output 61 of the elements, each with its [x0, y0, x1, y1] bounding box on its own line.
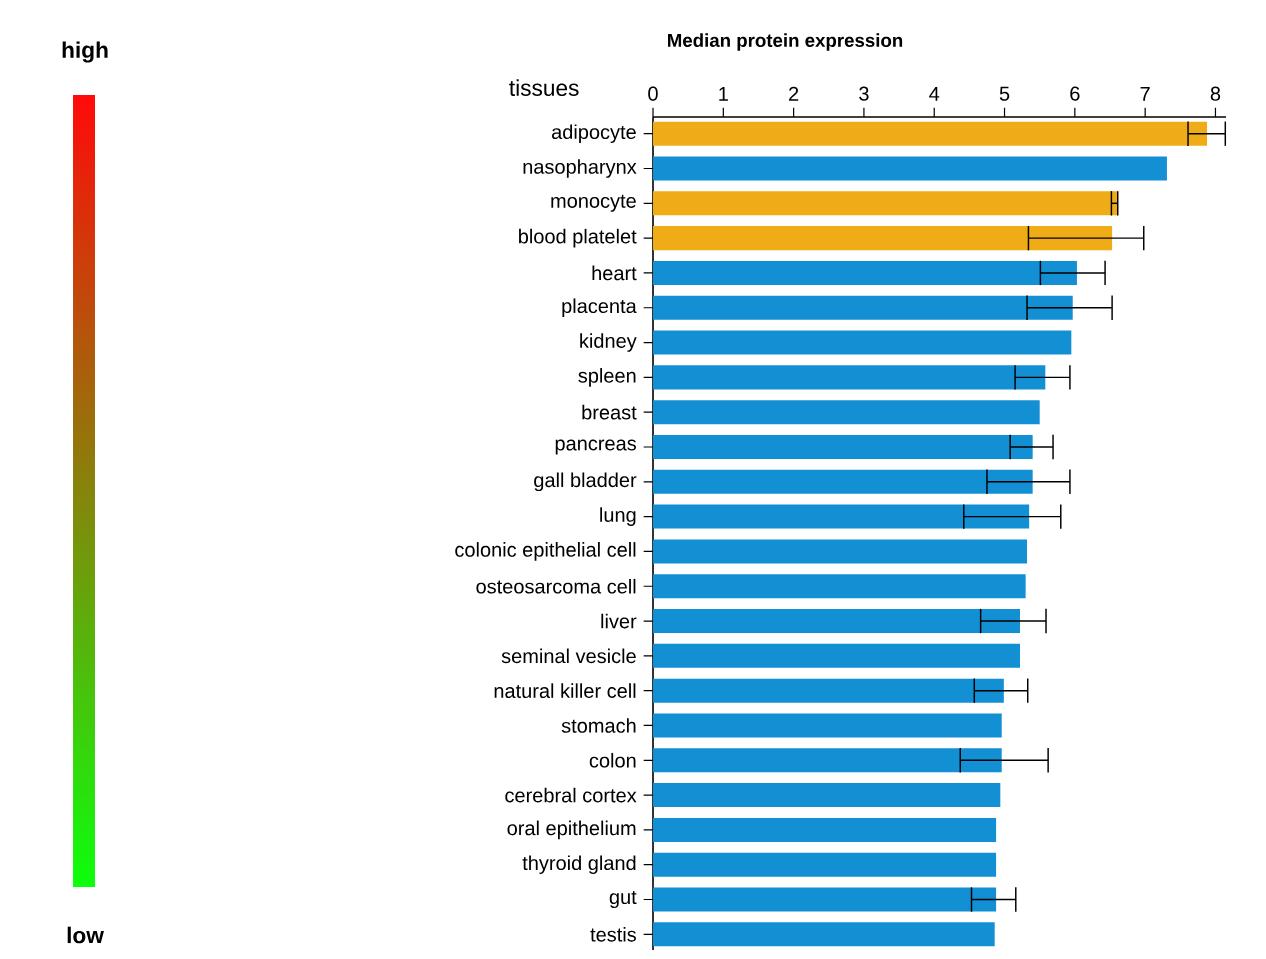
x-tick-label: 1 [719, 86, 728, 101]
y-tick-label: blood platelet [519, 228, 637, 248]
y-tick-label: spleen [578, 368, 636, 387]
bar [653, 469, 1033, 494]
y-tick-label: seminal vesicle [501, 648, 636, 664]
x-tick-label: 5 [999, 86, 1010, 101]
x-tick-label: 4 [929, 86, 940, 101]
y-axis-title: tissues [509, 79, 579, 96]
y-tick-label: monocyte [551, 194, 636, 212]
y-tick-label: kidney [580, 333, 637, 352]
bar [653, 643, 1021, 668]
bar [653, 922, 995, 947]
y-tick-label: natural killer cell [494, 683, 636, 698]
y-tick-label: gall bladder [534, 472, 637, 492]
x-tick-label: 0 [648, 86, 658, 101]
x-tick-label: 6 [1070, 86, 1080, 101]
y-tick-label: testis [590, 926, 636, 942]
bar [653, 539, 1028, 564]
y-tick-label: thyroid gland [522, 855, 636, 875]
y-tick-label: colon [589, 752, 636, 768]
y-tick-label: osteosarcoma cell [476, 578, 636, 594]
y-tick-label: gut [609, 890, 637, 909]
y-tick-label: heart [592, 265, 637, 281]
bar [653, 783, 1001, 808]
bar [653, 295, 1073, 320]
bar [653, 887, 997, 912]
bar [653, 817, 997, 842]
bar [653, 156, 1167, 181]
bar [653, 434, 1033, 459]
text: high [62, 41, 108, 63]
y-tick-label: cerebral cortex [505, 787, 637, 803]
bar [653, 121, 1208, 146]
y-tick-label: stomach [561, 718, 636, 733]
y-tick-label: liver [601, 613, 637, 629]
bar [653, 400, 1040, 425]
bar [653, 226, 1113, 251]
bar [653, 504, 1030, 529]
bar [653, 852, 997, 877]
x-tick-label: 8 [1210, 86, 1221, 101]
y-tick-label: pancreas [555, 439, 636, 455]
y-tick-label: adipocyte [551, 124, 636, 144]
bar [653, 330, 1072, 355]
chart-title: Median protein expression [668, 33, 903, 51]
y-tick-label: lung [600, 507, 636, 526]
y-tick-label: oral epithelium [507, 820, 636, 840]
y-tick-label: breast [582, 404, 637, 420]
x-tick-label: 2 [789, 86, 799, 101]
bar [653, 365, 1046, 390]
text: low [67, 926, 104, 944]
bar [653, 713, 1002, 738]
x-tick-label: 3 [859, 86, 869, 101]
bar [653, 748, 1002, 773]
y-tick-label: colonic epithelial cell [455, 542, 636, 561]
bar [653, 574, 1026, 599]
bar [653, 260, 1077, 285]
y-tick-label: placenta [562, 298, 637, 318]
x-tick-label: 7 [1140, 86, 1150, 101]
bar [653, 609, 1021, 634]
y-tick-label: nasopharynx [523, 159, 637, 178]
bar [653, 678, 1004, 703]
bar [653, 191, 1118, 216]
